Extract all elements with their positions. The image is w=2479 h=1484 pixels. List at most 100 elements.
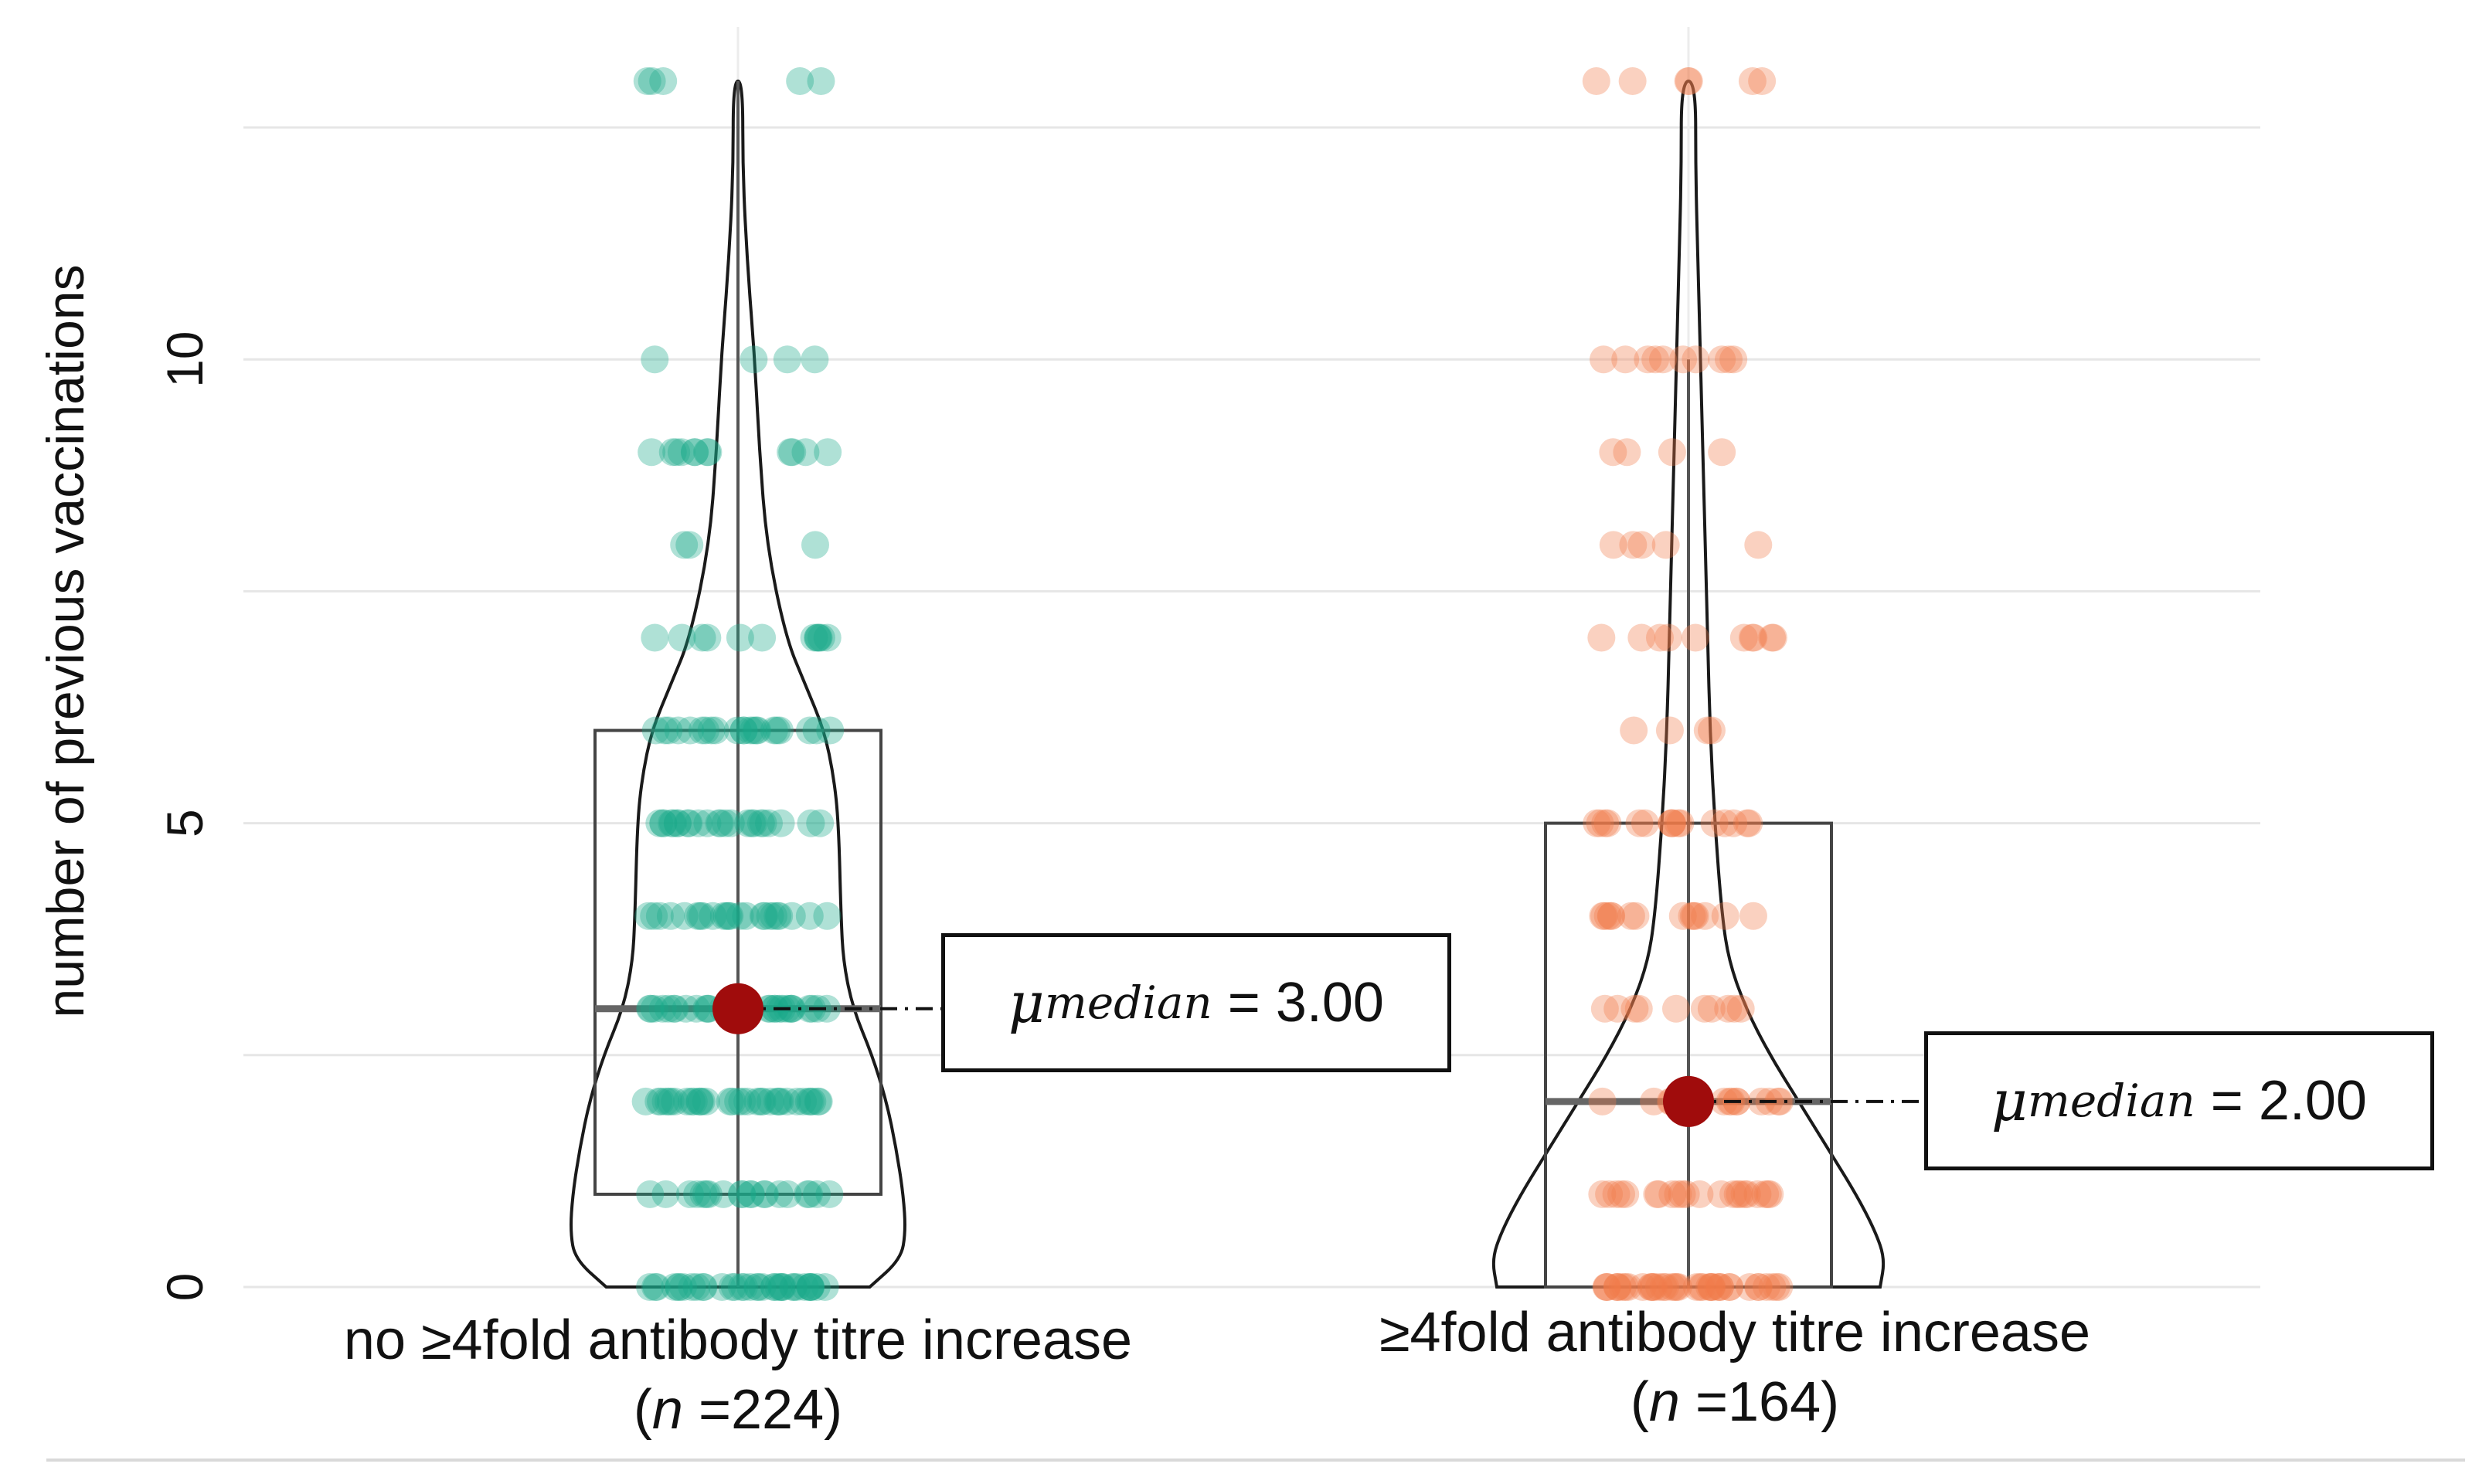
data-point — [1661, 1273, 1689, 1301]
data-point — [1624, 994, 1653, 1023]
data-point — [675, 531, 704, 559]
data-point — [1730, 1180, 1759, 1208]
data-point — [732, 902, 760, 930]
data-point — [754, 809, 783, 837]
data-point — [1662, 1273, 1691, 1301]
data-point — [778, 438, 807, 467]
data-point — [1583, 809, 1611, 837]
data-point — [1719, 809, 1748, 837]
data-point — [736, 1273, 765, 1301]
data-point — [661, 1273, 689, 1301]
data-point — [692, 438, 721, 467]
data-point — [1645, 623, 1674, 652]
data-point — [1593, 1273, 1621, 1301]
data-point — [1765, 1273, 1794, 1301]
data-point — [637, 994, 665, 1023]
data-point — [796, 1273, 825, 1301]
data-point — [795, 902, 824, 930]
data-point — [1759, 623, 1787, 652]
data-point — [723, 716, 752, 745]
data-point — [1603, 1273, 1631, 1301]
data-point — [791, 1273, 819, 1301]
data-point — [746, 1087, 775, 1116]
data-point — [670, 531, 699, 559]
data-point — [1744, 1273, 1773, 1301]
data-point — [1729, 623, 1758, 652]
data-point — [1640, 1273, 1668, 1301]
data-point — [1628, 1273, 1657, 1301]
data-point — [786, 67, 814, 95]
data-point — [680, 438, 709, 467]
data-point — [1641, 345, 1670, 374]
data-point — [750, 1180, 778, 1208]
data-point — [1655, 716, 1684, 745]
data-point — [1714, 994, 1743, 1023]
data-point — [783, 1273, 811, 1301]
data-point — [638, 67, 666, 95]
data-point — [685, 1087, 713, 1116]
data-point — [1658, 809, 1686, 837]
data-point — [1723, 1180, 1752, 1208]
data-point — [1671, 1180, 1700, 1208]
data-point — [1738, 67, 1767, 95]
data-point — [701, 716, 729, 745]
data-point — [645, 902, 674, 930]
data-point — [1593, 902, 1622, 930]
data-point — [1611, 1180, 1640, 1208]
data-point — [748, 1273, 777, 1301]
data-point — [756, 994, 784, 1023]
data-point — [779, 1273, 808, 1301]
data-point — [1698, 1273, 1726, 1301]
data-point — [1595, 1180, 1624, 1208]
data-point — [804, 623, 833, 652]
data-point — [692, 1087, 720, 1116]
data-point — [801, 531, 829, 559]
data-point — [1686, 1273, 1715, 1301]
data-point — [1688, 1273, 1716, 1301]
data-point — [1593, 809, 1622, 837]
data-point — [676, 716, 705, 745]
median-marker — [1663, 1075, 1714, 1127]
data-point — [1588, 1180, 1617, 1208]
data-point — [644, 1087, 673, 1116]
data-point — [718, 1087, 746, 1116]
data-point — [746, 809, 775, 837]
data-point — [636, 1273, 665, 1301]
data-point — [683, 1180, 712, 1208]
data-point — [668, 623, 696, 652]
data-point — [1625, 809, 1654, 837]
data-point — [648, 994, 677, 1023]
data-point — [1602, 1180, 1631, 1208]
data-point — [1678, 902, 1706, 930]
data-point — [1705, 1273, 1734, 1301]
data-point — [1752, 1273, 1780, 1301]
data-point — [1726, 1180, 1754, 1208]
data-point — [750, 1180, 779, 1208]
data-point — [767, 809, 795, 837]
data-point — [642, 1273, 671, 1301]
data-point — [1608, 1273, 1637, 1301]
data-point — [759, 902, 787, 930]
data-point — [806, 809, 835, 837]
data-point — [656, 1087, 685, 1116]
data-point — [737, 809, 766, 837]
data-point — [777, 902, 806, 930]
data-point — [765, 716, 794, 745]
data-point — [726, 623, 754, 652]
data-point — [1690, 994, 1719, 1023]
data-point — [699, 902, 727, 930]
median-symbol: μ — [1008, 970, 1045, 1035]
median-subscript: median — [2027, 1075, 2195, 1127]
data-point — [718, 1273, 746, 1301]
data-point — [1640, 1087, 1668, 1116]
data-point — [1751, 1180, 1780, 1208]
data-point — [1744, 531, 1773, 559]
median-value: = 2.00 — [2210, 1070, 2367, 1132]
data-point — [1654, 623, 1682, 652]
data-point — [649, 809, 678, 837]
data-point — [1620, 716, 1648, 745]
data-point — [664, 716, 692, 745]
data-point — [1664, 1273, 1692, 1301]
data-point — [797, 1273, 825, 1301]
data-point — [686, 902, 715, 930]
